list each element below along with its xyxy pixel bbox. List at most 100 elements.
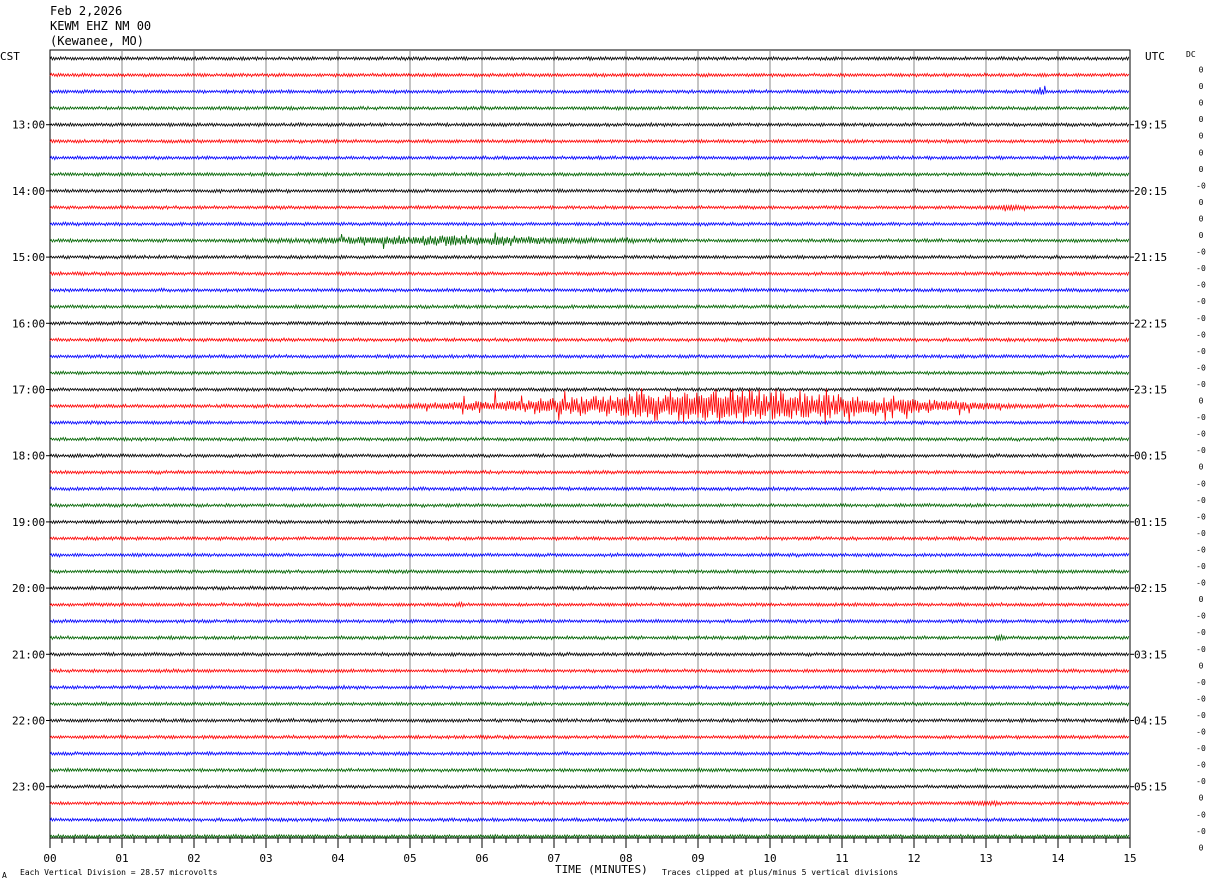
dc-offset-value: -0: [1196, 645, 1206, 654]
dc-offset-value: -0: [1196, 711, 1206, 720]
dc-offset-value: -0: [1196, 562, 1206, 571]
trace-line: [49, 833, 1130, 840]
trace-line: [49, 816, 1130, 823]
dc-offset-value: -0: [1196, 761, 1206, 770]
dc-offset-value: -0: [1196, 512, 1206, 521]
minute-grid: [49, 49, 1131, 839]
trace-line: [49, 469, 1130, 476]
trace-line: [49, 452, 1130, 459]
footer-clip-note: Traces clipped at plus/minus 5 vertical …: [662, 868, 898, 877]
trace-line: [49, 287, 1130, 294]
dc-offset-value: -0: [1196, 496, 1206, 505]
dc-offset-value: 0: [1199, 397, 1204, 406]
trace-line: [49, 303, 1130, 310]
dc-offset-value: -0: [1196, 363, 1206, 372]
trace-line: [49, 716, 1130, 724]
x-tick-label: 15: [1123, 852, 1136, 865]
trace-line: [49, 138, 1130, 145]
left-hour-label: 18:00: [12, 450, 45, 463]
dc-offset-value: -0: [1196, 479, 1206, 488]
trace-group: [49, 55, 1130, 840]
trace-line: [49, 684, 1130, 691]
left-hour-label: 14:00: [12, 185, 45, 198]
trace-line: [49, 105, 1130, 112]
trace-line: [49, 154, 1130, 161]
right-hour-label: 19:15: [1134, 119, 1167, 132]
trace-line: [49, 72, 1130, 79]
x-tick-label: 03: [259, 852, 272, 865]
dc-offset-value: 0: [1199, 148, 1204, 157]
dc-offset-value: 0: [1199, 794, 1204, 803]
header-location: (Kewanee, MO): [50, 34, 144, 48]
trace-line: [49, 799, 1130, 808]
dc-offset-value: -0: [1196, 248, 1206, 257]
left-hour-label: 17:00: [12, 384, 45, 397]
trace-line: [49, 633, 1130, 642]
right-hour-label: 02:15: [1134, 582, 1167, 595]
dc-offset-value: 0: [1199, 66, 1204, 75]
right-hour-label: 21:15: [1134, 251, 1167, 264]
trace-line: [49, 600, 1130, 608]
right-zone-label: UTC: [1145, 50, 1165, 63]
trace-line: [49, 701, 1130, 707]
trace-line: [49, 171, 1130, 178]
dc-offset-value: -0: [1196, 694, 1206, 703]
dc-offset-value: -0: [1196, 430, 1206, 439]
dc-offset-value: 0: [1199, 198, 1204, 207]
trace-line: [49, 502, 1130, 509]
trace-line: [49, 85, 1130, 96]
trace-line: [49, 386, 1130, 393]
right-hour-label: 22:15: [1134, 317, 1167, 330]
dc-label: DC: [1186, 50, 1196, 59]
header-date: Feb 2,2026: [50, 4, 123, 18]
dc-offset-value: -0: [1196, 347, 1206, 356]
x-tick-label: 10: [763, 852, 776, 865]
trace-line: [49, 783, 1130, 790]
dc-offset-value: 0: [1199, 165, 1204, 174]
trace-line: [49, 518, 1130, 525]
trace-line: [49, 734, 1130, 741]
x-tick-label: 14: [1051, 852, 1065, 865]
trace-line: [49, 187, 1130, 194]
header-station: KEWM EHZ NM 00: [50, 19, 152, 33]
dc-offset-value: 0: [1199, 661, 1204, 670]
trace-line: [49, 254, 1130, 261]
trace-line: [49, 535, 1130, 542]
x-tick-label: 11: [835, 852, 848, 865]
left-zone-label: CST: [0, 50, 20, 63]
trace-line: [49, 568, 1130, 575]
dc-offset-value: 0: [1199, 843, 1204, 852]
trace-line: [49, 55, 1130, 62]
left-hour-label: 16:00: [12, 317, 45, 330]
trace-line: [49, 203, 1130, 212]
dc-offset-value: -0: [1196, 446, 1206, 455]
dc-offset-value: -0: [1196, 777, 1206, 786]
x-axis-title: TIME (MINUTES): [555, 863, 648, 876]
corner-mark: A: [2, 871, 7, 880]
right-hour-label: 04:15: [1134, 715, 1167, 728]
x-tick-label: 05: [403, 852, 416, 865]
trace-line: [49, 551, 1130, 559]
right-hour-labels: 19:15 20:15 21:15 22:15 23:15 00:15 01:15 02:15…: [1130, 119, 1167, 794]
dc-offset-value: 0: [1199, 463, 1204, 472]
trace-line: [49, 436, 1130, 443]
trace-line: [49, 618, 1130, 625]
dc-offset-value: -0: [1196, 380, 1206, 389]
left-hour-label: 20:00: [12, 582, 45, 595]
left-hour-label: 15:00: [12, 251, 45, 264]
trace-line: [49, 485, 1130, 492]
left-hour-label: 22:00: [12, 715, 45, 728]
dc-offset-value: -0: [1196, 297, 1206, 306]
right-hour-label: 05:15: [1134, 781, 1167, 794]
right-hour-label: 03:15: [1134, 648, 1167, 661]
trace-line: [49, 336, 1130, 343]
x-tick-label: 00: [43, 852, 56, 865]
dc-offset-value: -0: [1196, 579, 1206, 588]
x-axis: 00 01 02 03 04 05 06 07 08 09 10 11 12 13 14 15: [43, 838, 1137, 865]
left-hour-label: 19:00: [12, 516, 45, 529]
dc-offset-value: -0: [1196, 744, 1206, 753]
trace-line: [49, 121, 1130, 128]
dc-offset-value: -0: [1196, 628, 1206, 637]
trace-line: [49, 320, 1130, 327]
dc-offset-value: 0: [1199, 132, 1204, 141]
